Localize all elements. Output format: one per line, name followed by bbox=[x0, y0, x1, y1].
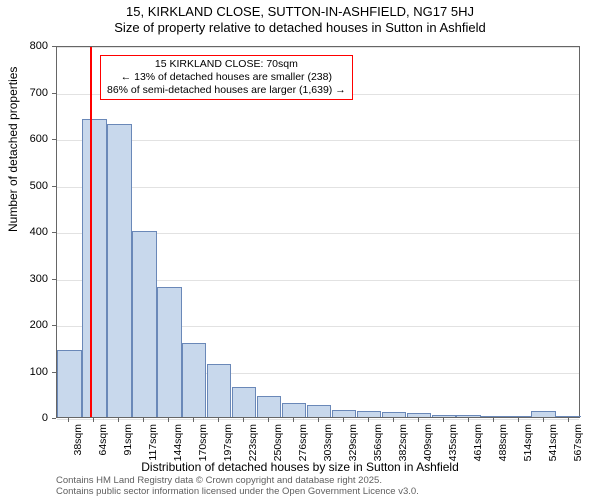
title-line2: Size of property relative to detached ho… bbox=[0, 20, 600, 35]
x-tick-mark bbox=[343, 418, 344, 422]
x-tick-mark bbox=[368, 418, 369, 422]
x-tick-mark bbox=[443, 418, 444, 422]
y-tick-mark bbox=[52, 139, 56, 140]
property-marker-line bbox=[90, 47, 92, 417]
x-tick-label: 170sqm bbox=[197, 424, 209, 484]
x-tick-label: 382sqm bbox=[397, 424, 409, 484]
x-tick-label: 356sqm bbox=[372, 424, 384, 484]
x-tick-mark bbox=[568, 418, 569, 422]
histogram-bar bbox=[157, 287, 181, 417]
x-tick-mark bbox=[68, 418, 69, 422]
histogram-bar bbox=[456, 415, 480, 417]
footer-line2: Contains public sector information licen… bbox=[56, 487, 419, 498]
histogram-bar bbox=[257, 396, 281, 417]
x-tick-mark bbox=[418, 418, 419, 422]
y-tick-mark bbox=[52, 325, 56, 326]
x-tick-label: 435sqm bbox=[447, 424, 459, 484]
x-tick-label: 461sqm bbox=[472, 424, 484, 484]
y-tick-mark bbox=[52, 232, 56, 233]
histogram-bar bbox=[282, 403, 306, 417]
annotation-line: 86% of semi-detached houses are larger (… bbox=[107, 84, 346, 97]
y-tick-mark bbox=[52, 93, 56, 94]
x-tick-label: 223sqm bbox=[247, 424, 259, 484]
histogram-bar bbox=[232, 387, 256, 417]
x-tick-mark bbox=[468, 418, 469, 422]
histogram-bar bbox=[481, 416, 505, 417]
x-tick-mark bbox=[293, 418, 294, 422]
x-tick-mark bbox=[543, 418, 544, 422]
histogram-bar bbox=[182, 343, 206, 417]
x-tick-mark bbox=[393, 418, 394, 422]
y-tick-mark bbox=[52, 372, 56, 373]
plot-area bbox=[56, 46, 580, 418]
y-tick-label: 600 bbox=[0, 133, 48, 145]
y-tick-label: 400 bbox=[0, 226, 48, 238]
gridline bbox=[57, 47, 579, 48]
x-tick-mark bbox=[268, 418, 269, 422]
histogram-bar bbox=[107, 124, 131, 417]
histogram-bar bbox=[531, 411, 555, 417]
x-tick-mark bbox=[243, 418, 244, 422]
y-tick-label: 700 bbox=[0, 87, 48, 99]
annotation-line: 15 KIRKLAND CLOSE: 70sqm bbox=[107, 58, 346, 71]
y-tick-label: 100 bbox=[0, 366, 48, 378]
x-tick-mark bbox=[193, 418, 194, 422]
histogram-bar bbox=[307, 405, 331, 417]
x-tick-label: 329sqm bbox=[347, 424, 359, 484]
title-line1: 15, KIRKLAND CLOSE, SUTTON-IN-ASHFIELD, … bbox=[0, 4, 600, 19]
x-tick-mark bbox=[518, 418, 519, 422]
annotation-box: 15 KIRKLAND CLOSE: 70sqm← 13% of detache… bbox=[100, 55, 353, 100]
y-tick-label: 0 bbox=[0, 412, 48, 424]
histogram-bar bbox=[82, 119, 106, 417]
x-tick-mark bbox=[118, 418, 119, 422]
histogram-bar bbox=[332, 410, 356, 417]
chart-title: 15, KIRKLAND CLOSE, SUTTON-IN-ASHFIELD, … bbox=[0, 0, 600, 35]
x-tick-label: 64sqm bbox=[97, 424, 109, 484]
y-tick-label: 200 bbox=[0, 319, 48, 331]
y-tick-mark bbox=[52, 46, 56, 47]
x-tick-label: 276sqm bbox=[297, 424, 309, 484]
x-tick-label: 250sqm bbox=[272, 424, 284, 484]
y-tick-mark bbox=[52, 418, 56, 419]
x-tick-label: 514sqm bbox=[522, 424, 534, 484]
gridline bbox=[57, 140, 579, 141]
histogram-bar bbox=[382, 412, 406, 417]
x-tick-label: 488sqm bbox=[497, 424, 509, 484]
x-tick-label: 567sqm bbox=[572, 424, 584, 484]
x-tick-mark bbox=[93, 418, 94, 422]
x-tick-mark bbox=[143, 418, 144, 422]
x-tick-mark bbox=[168, 418, 169, 422]
y-tick-label: 800 bbox=[0, 40, 48, 52]
x-tick-label: 303sqm bbox=[322, 424, 334, 484]
x-tick-mark bbox=[318, 418, 319, 422]
histogram-bar bbox=[132, 231, 156, 417]
histogram-bar bbox=[357, 411, 381, 417]
y-tick-mark bbox=[52, 186, 56, 187]
x-tick-label: 541sqm bbox=[547, 424, 559, 484]
footer-attribution: Contains HM Land Registry data © Crown c… bbox=[56, 476, 419, 498]
x-tick-label: 38sqm bbox=[72, 424, 84, 484]
x-tick-label: 117sqm bbox=[147, 424, 159, 484]
y-tick-label: 500 bbox=[0, 180, 48, 192]
annotation-line: ← 13% of detached houses are smaller (23… bbox=[107, 71, 346, 84]
histogram-bar bbox=[407, 413, 431, 417]
histogram-bar bbox=[432, 415, 456, 417]
histogram-bar bbox=[57, 350, 81, 417]
x-tick-mark bbox=[493, 418, 494, 422]
x-tick-label: 91sqm bbox=[122, 424, 134, 484]
x-tick-mark bbox=[218, 418, 219, 422]
x-tick-label: 197sqm bbox=[222, 424, 234, 484]
x-tick-label: 409sqm bbox=[422, 424, 434, 484]
y-tick-mark bbox=[52, 279, 56, 280]
y-tick-label: 300 bbox=[0, 273, 48, 285]
histogram-bar bbox=[556, 416, 580, 417]
gridline bbox=[57, 187, 579, 188]
histogram-bar bbox=[506, 416, 530, 417]
histogram-bar bbox=[207, 364, 231, 417]
x-tick-label: 144sqm bbox=[172, 424, 184, 484]
